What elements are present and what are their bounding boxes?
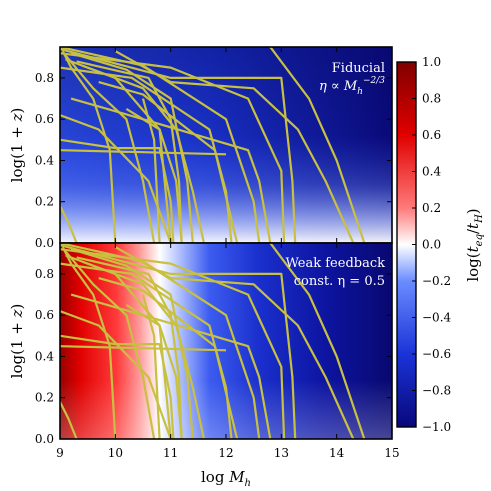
x-tick-label: 15 bbox=[384, 446, 399, 460]
y-axis-label-bottom: log(1 + z) bbox=[8, 304, 26, 379]
y-tick-label: 0.2 bbox=[35, 195, 54, 209]
bottom-halo-track-19 bbox=[125, 303, 172, 439]
bottom-halo-track-6 bbox=[60, 334, 175, 439]
top-panel-heatmap-low-z-fade bbox=[60, 47, 392, 243]
top-halo-track-3 bbox=[70, 52, 194, 243]
colorbar-tick-label: −0.8 bbox=[422, 384, 451, 398]
x-tick-label: 9 bbox=[56, 446, 64, 460]
colorbar-tick-label: 0.2 bbox=[422, 201, 441, 215]
top-panel: Fiducial η ∝ Mh−2/3 bbox=[59, 46, 393, 244]
x-tick-label: 11 bbox=[163, 446, 178, 460]
top-halo-track-0 bbox=[61, 50, 117, 243]
top-halo-track-9 bbox=[98, 81, 239, 243]
top-halo-track-4 bbox=[76, 60, 183, 243]
bottom-halo-track-1 bbox=[64, 250, 156, 439]
colorbar-tick-label: −1.0 bbox=[422, 420, 451, 434]
bottom-halo-track-15 bbox=[269, 243, 366, 439]
top-halo-track-13 bbox=[60, 48, 297, 243]
x-axis-label: log Mh bbox=[201, 468, 251, 489]
y-tick-label: 0.0 bbox=[35, 236, 54, 250]
colorbar-tick-label: −0.6 bbox=[422, 347, 451, 361]
top-halo-track-1 bbox=[64, 54, 156, 243]
bottom-halo-track-4 bbox=[76, 256, 183, 439]
colorbar-label: log(teq/tH) bbox=[464, 208, 485, 281]
top-halo-track-16 bbox=[60, 149, 227, 156]
bottom-halo-track-17 bbox=[60, 401, 78, 439]
top-halo-track-6 bbox=[60, 138, 175, 243]
bottom-panel-tracks bbox=[60, 243, 366, 439]
bottom-halo-track-12 bbox=[70, 293, 272, 439]
bottom-halo-track-18 bbox=[141, 294, 161, 439]
colorbar-tick-label: 0.6 bbox=[422, 128, 441, 142]
x-tick-label: 14 bbox=[329, 446, 345, 460]
y-tick-label: 0.8 bbox=[35, 267, 54, 281]
colorbar-tick-label: −0.4 bbox=[422, 311, 452, 325]
y-tick-label: 0.8 bbox=[35, 71, 54, 85]
x-tick-label: 13 bbox=[274, 446, 289, 460]
y-tick-label: 0.6 bbox=[35, 308, 54, 322]
top-halo-track-11 bbox=[60, 47, 261, 243]
colorbar-tick-label: 0.4 bbox=[422, 165, 441, 179]
bottom-panel-annotation-line1: Weak feedback bbox=[285, 256, 385, 271]
colorbar-tick-label: −0.2 bbox=[422, 274, 451, 288]
bottom-panel: Weak feedback const. η = 0.5 bbox=[59, 242, 393, 440]
y-tick-label: 0.2 bbox=[35, 391, 54, 405]
colorbar-ticks: 1.0 0.8 0.6 0.4 0.2 0.0 −0.2 −0.4 −0.6 −0.8 −1.0 bbox=[412, 55, 452, 434]
top-panel-tracks bbox=[60, 47, 366, 243]
y-tick-label: 0.0 bbox=[35, 432, 54, 446]
x-tick-label: 10 bbox=[108, 446, 123, 460]
colorbar: 1.0 0.8 0.6 0.4 0.2 0.0 −0.2 −0.4 −0.6 −0.8 −1.0 l… bbox=[396, 55, 485, 434]
top-halo-track-14 bbox=[114, 50, 355, 243]
top-halo-track-18 bbox=[141, 98, 161, 243]
top-panel-annotation-line1: Fiducial bbox=[332, 61, 385, 76]
bottom-halo-track-11 bbox=[60, 243, 261, 439]
bottom-panel-heatmap-low-z-fade bbox=[60, 243, 392, 439]
top-halo-track-19 bbox=[125, 107, 172, 243]
y-tick-label: 0.4 bbox=[35, 153, 54, 167]
colorbar-tick-label: 0.8 bbox=[422, 92, 441, 106]
top-halo-track-12 bbox=[70, 97, 272, 243]
colorbar-tick-label: 1.0 bbox=[422, 55, 441, 69]
top-halo-track-15 bbox=[269, 47, 366, 243]
x-tick-label: 12 bbox=[218, 446, 233, 460]
bottom-halo-track-16 bbox=[60, 345, 227, 352]
y-tick-label: 0.6 bbox=[35, 112, 54, 126]
bottom-halo-track-14 bbox=[114, 246, 355, 439]
bottom-panel-annotation-line2: const. η = 0.5 bbox=[294, 274, 385, 289]
bottom-halo-track-9 bbox=[98, 277, 239, 439]
y-tick-label: 0.4 bbox=[35, 349, 54, 363]
top-halo-track-17 bbox=[60, 205, 78, 243]
bottom-halo-track-7 bbox=[60, 310, 172, 439]
bottom-halo-track-13 bbox=[60, 244, 297, 439]
y-axis-label-top: log(1 + z) bbox=[8, 108, 26, 183]
bottom-halo-track-3 bbox=[70, 248, 194, 439]
colorbar-tick-label: 0.0 bbox=[422, 238, 441, 252]
top-halo-track-7 bbox=[60, 114, 172, 243]
axes: 0.0 0.2 0.4 0.6 0.8 0.0 0.2 0.4 0.6 0.8 9 10 11 12 13 1… bbox=[35, 47, 400, 460]
bottom-halo-track-0 bbox=[61, 246, 117, 439]
